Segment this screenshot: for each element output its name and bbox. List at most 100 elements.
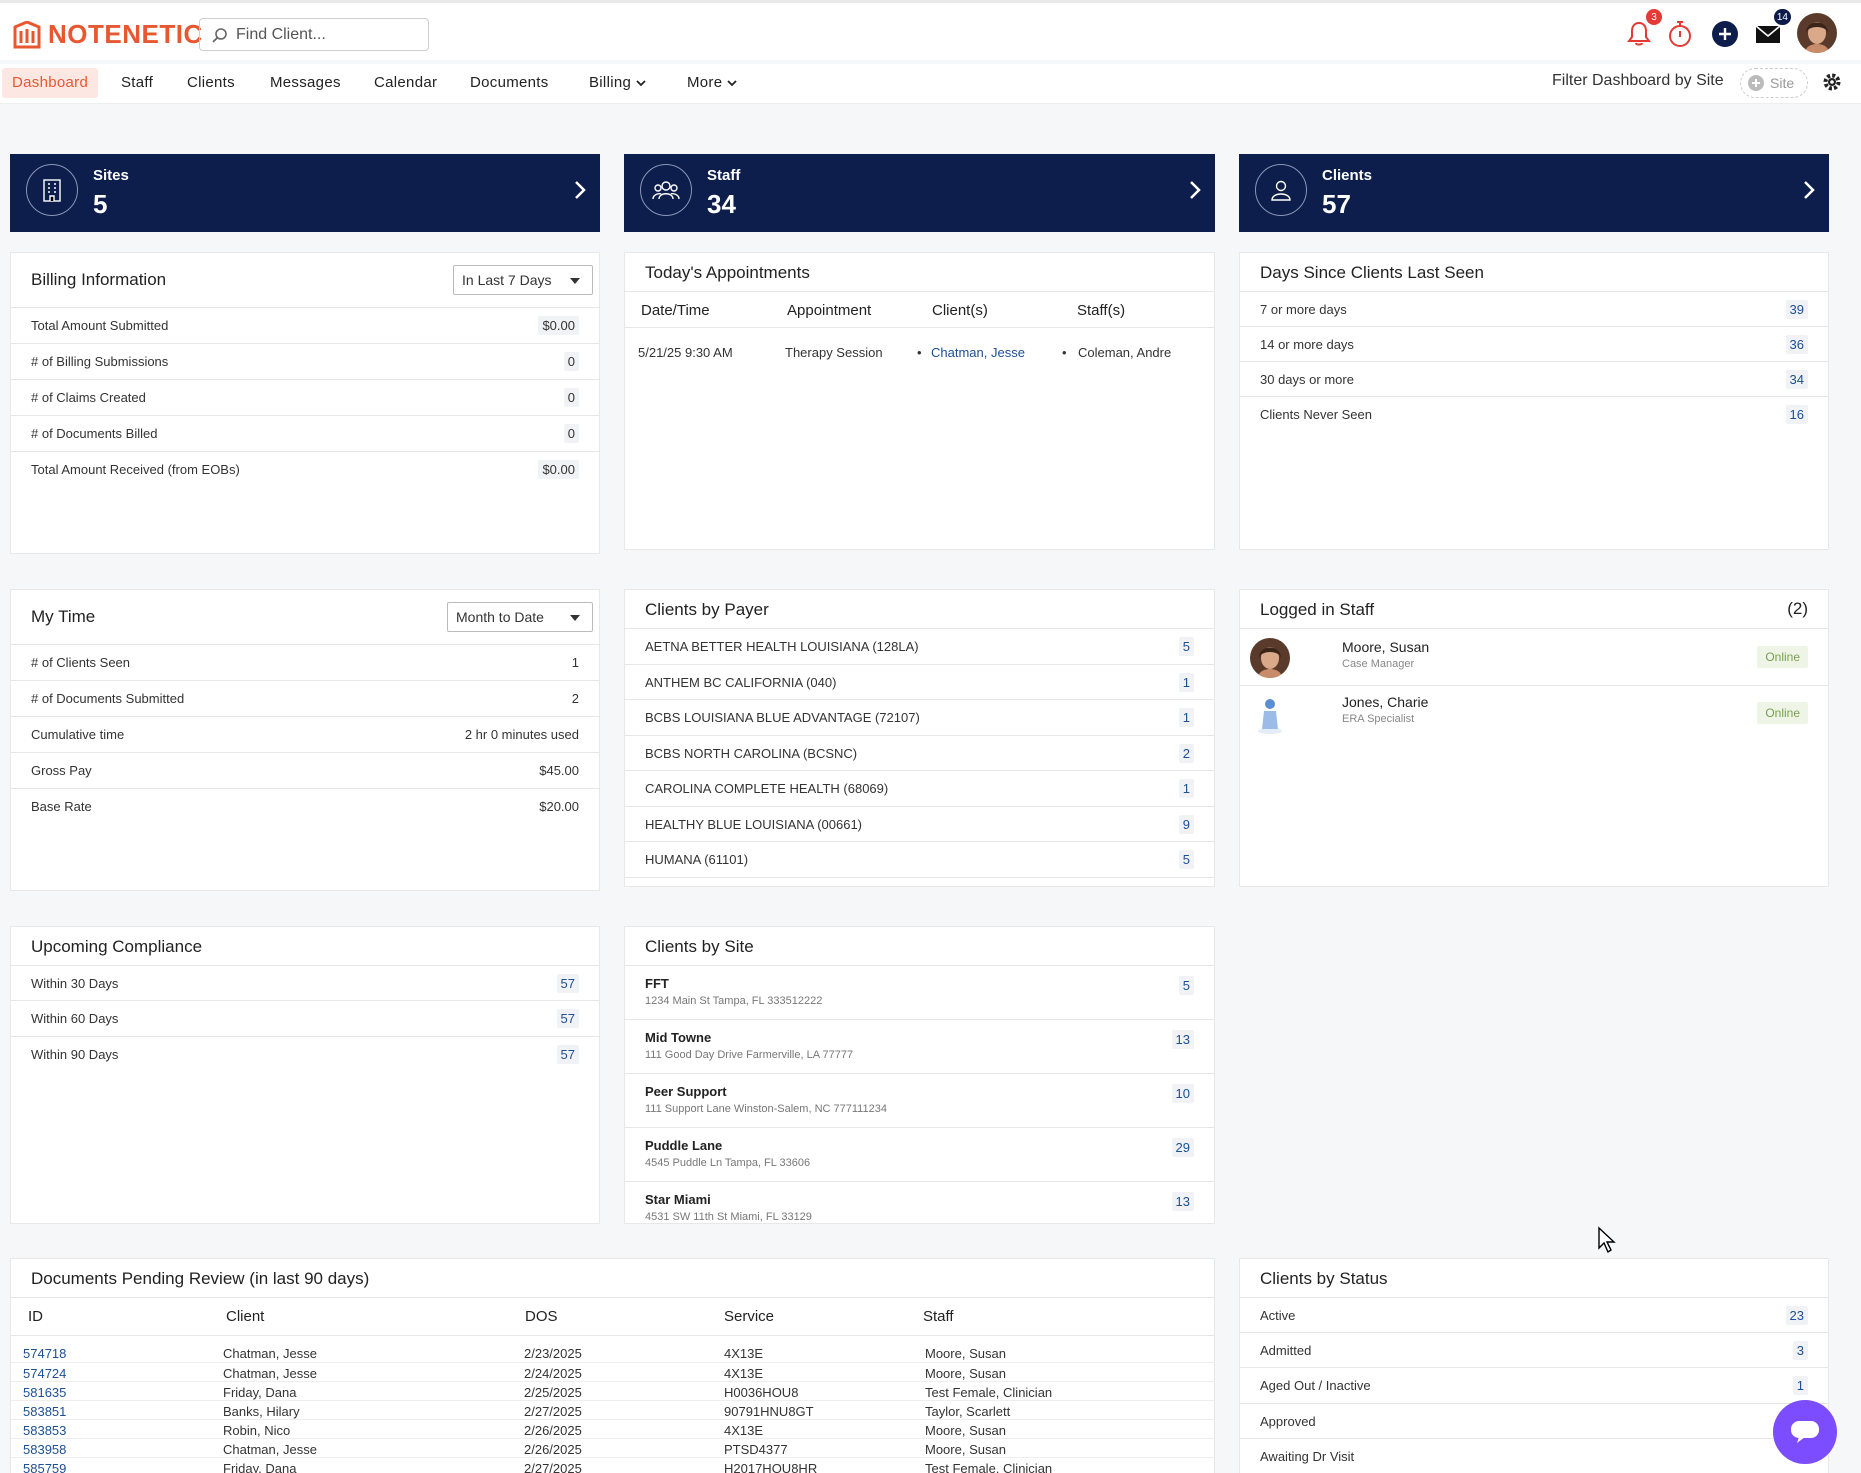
staff-row[interactable]: Moore, Susan Case Manager Online	[1240, 628, 1828, 685]
app-logo[interactable]: NOTENETIC	[12, 19, 203, 50]
days-row[interactable]: Clients Never Seen 16	[1240, 396, 1828, 431]
doc-id-link[interactable]: 583958	[23, 1442, 67, 1457]
nav-staff[interactable]: Staff	[121, 74, 154, 91]
nav-clients[interactable]: Clients	[187, 74, 235, 91]
row-count: 9	[1178, 814, 1194, 834]
row-label: BCBS LOUISIANA BLUE ADVANTAGE (72107)	[645, 710, 920, 725]
staff-stat-card[interactable]: Staff 34	[624, 154, 1215, 232]
status-row[interactable]: Awaiting Dr Visit	[1240, 1438, 1828, 1473]
nav-more[interactable]: More	[677, 68, 747, 98]
row-label: # of Billing Submissions	[31, 354, 169, 369]
site-name: Peer Support	[645, 1084, 727, 1099]
nav-calendar[interactable]: Calendar	[374, 74, 438, 91]
compliance-row[interactable]: Within 60 Days 57	[11, 1000, 599, 1036]
doc-service: PTSD4377	[724, 1442, 788, 1457]
site-row[interactable]: Peer Support 111 Support Lane Winston-Sa…	[625, 1073, 1214, 1127]
appointment-row[interactable]: 5/21/25 9:30 AM Therapy Session • Chatma…	[625, 345, 1214, 369]
site-filter-chip[interactable]: Site	[1740, 68, 1808, 98]
row-value: $0.00	[538, 316, 579, 335]
site-address: 1234 Main St Tampa, FL 333512222	[645, 995, 823, 1007]
site-address: 4531 SW 11th St Miami, FL 33129	[645, 1211, 812, 1223]
days-row[interactable]: 14 or more days 36	[1240, 326, 1828, 361]
status-row[interactable]: Approved	[1240, 1403, 1828, 1438]
notifications-button[interactable]: 3	[1622, 9, 1662, 51]
status-row[interactable]: Aged Out / Inactive 1	[1240, 1367, 1828, 1403]
logged-in-count: (2)	[1787, 599, 1808, 618]
upcoming-compliance-card: Upcoming Compliance Within 30 Days 57 Wit…	[10, 926, 600, 1224]
payer-row[interactable]: BCBS LOUISIANA BLUE ADVANTAGE (72107) 1	[625, 699, 1214, 735]
doc-id-link[interactable]: 574724	[23, 1366, 67, 1381]
messages-button[interactable]: 14	[1751, 9, 1791, 51]
find-client-search[interactable]: Find Client...	[199, 18, 429, 51]
row-count: 1	[1178, 779, 1194, 798]
nav-dashboard[interactable]: Dashboard	[2, 68, 99, 98]
table-row[interactable]: 574724 Chatman, Jesse 2/24/2025 4X13E Moore,…	[11, 1362, 1214, 1381]
row-value: 0	[563, 424, 579, 443]
chat-launcher-button[interactable]	[1773, 1400, 1837, 1464]
column-header: Staff(s)	[1077, 302, 1126, 319]
site-row[interactable]: FFT 1234 Main St Tampa, FL 333512222 5	[625, 965, 1214, 1019]
my-time-row: Gross Pay $45.00	[11, 752, 599, 788]
compliance-row[interactable]: Within 90 Days 57	[11, 1036, 599, 1071]
user-avatar[interactable]	[1797, 13, 1837, 53]
doc-id-link[interactable]: 585759	[23, 1461, 67, 1473]
payer-row[interactable]: HEALTHY BLUE LOUISIANA (00661) 9	[625, 806, 1214, 841]
doc-client: Chatman, Jesse	[223, 1346, 317, 1361]
gear-icon[interactable]	[1822, 72, 1842, 92]
row-label: Within 60 Days	[31, 1011, 119, 1026]
doc-id-link[interactable]: 581635	[23, 1385, 67, 1400]
doc-id-link[interactable]: 583851	[23, 1404, 67, 1419]
row-value: 2	[571, 691, 579, 706]
select-value: In Last 7 Days	[462, 272, 552, 288]
timer-button[interactable]	[1663, 17, 1697, 51]
site-row[interactable]: Star Miami 4531 SW 11th St Miami, FL 331…	[625, 1181, 1214, 1223]
doc-id-link[interactable]: 583853	[23, 1423, 67, 1438]
card-title: Clients by Payer	[645, 600, 769, 619]
staff-row[interactable]: Jones, Charie ERA Specialist Online	[1240, 685, 1828, 742]
doc-service: 4X13E	[724, 1423, 764, 1438]
table-row[interactable]: 583958 Chatman, Jesse 2/26/2025 PTSD4377 Moo…	[11, 1438, 1214, 1457]
row-count: 3	[1792, 1340, 1808, 1360]
payer-row[interactable]: ANTHEM BC CALIFORNIA (040) 1	[625, 664, 1214, 699]
payer-row[interactable]: AETNA BETTER HEALTH LOUISIANA (128LA) 5	[625, 628, 1214, 664]
payer-row[interactable]: CAROLINA COMPLETE HEALTH (68069) 1	[625, 770, 1214, 806]
payer-row[interactable]	[625, 877, 1214, 886]
doc-id-link[interactable]: 574718	[23, 1346, 67, 1361]
days-row[interactable]: 7 or more days 39	[1240, 291, 1828, 326]
doc-client: Banks, Hilary	[223, 1404, 300, 1419]
nav-documents[interactable]: Documents	[470, 74, 549, 91]
nav-messages[interactable]: Messages	[270, 74, 341, 91]
my-time-range-select[interactable]: Month to Date	[447, 602, 593, 632]
clients-stat-card[interactable]: Clients 57	[1239, 154, 1829, 232]
payer-row[interactable]: BCBS NORTH CAROLINA (BCSNC) 2	[625, 735, 1214, 770]
site-row[interactable]: Puddle Lane 4545 Puddle Ln Tampa, FL 336…	[625, 1127, 1214, 1181]
table-row[interactable]: 583851 Banks, Hilary 2/27/2025 90791HNU8GT T…	[11, 1400, 1214, 1419]
appointment-client-link[interactable]: Chatman, Jesse	[931, 345, 1025, 360]
doc-staff: Moore, Susan	[925, 1423, 1006, 1438]
sites-stat-card[interactable]: Sites 5	[10, 154, 600, 232]
staff-role: ERA Specialist	[1342, 713, 1415, 725]
table-row[interactable]: 585759 Friday, Dana 2/27/2025 H2017HOU8HR Te…	[11, 1457, 1214, 1473]
add-button[interactable]	[1708, 17, 1742, 51]
chevron-down-icon	[727, 80, 737, 87]
billing-range-select[interactable]: In Last 7 Days	[453, 265, 593, 295]
doc-dos: 2/27/2025	[524, 1404, 582, 1419]
billing-row: Total Amount Submitted $0.00	[11, 307, 599, 343]
user-avatar-image	[1797, 13, 1837, 53]
row-count: 5	[1178, 637, 1194, 656]
status-row[interactable]: Admitted 3	[1240, 1332, 1828, 1367]
row-value: $20.00	[539, 799, 579, 814]
card-title: Days Since Clients Last Seen	[1260, 263, 1484, 282]
appointment-staff: Coleman, Andre	[1078, 345, 1172, 360]
days-row[interactable]: 30 days or more 34	[1240, 361, 1828, 396]
table-row[interactable]: 583853 Robin, Nico 2/26/2025 4X13E Moore, Su…	[11, 1419, 1214, 1438]
compliance-row[interactable]: Within 30 Days 57	[11, 965, 599, 1000]
payer-row[interactable]: HUMANA (61101) 5	[625, 841, 1214, 877]
table-row[interactable]: 574718 Chatman, Jesse 2/23/2025 4X13E Moore,…	[11, 1343, 1214, 1362]
nav-billing[interactable]: Billing	[579, 68, 656, 98]
status-row[interactable]: Active 23	[1240, 1297, 1828, 1332]
row-label: Within 30 Days	[31, 975, 119, 991]
table-row[interactable]: 581635 Friday, Dana 2/25/2025 H0036HOU8 Test…	[11, 1381, 1214, 1400]
site-row[interactable]: Mid Towne 111 Good Day Drive Farmerville…	[625, 1019, 1214, 1073]
site-chip-label: Site	[1770, 75, 1795, 91]
